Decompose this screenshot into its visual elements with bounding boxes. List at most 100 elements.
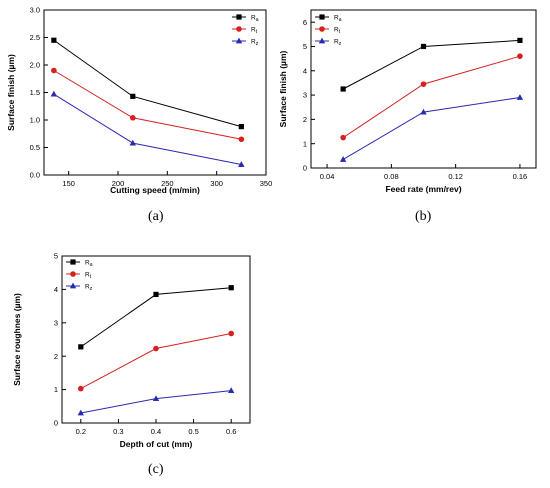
y-tick-label: 0.0 bbox=[30, 171, 40, 180]
legend-marker bbox=[236, 14, 242, 20]
y-tick-label: 3 bbox=[54, 318, 58, 327]
series-line-rz bbox=[53, 93, 242, 166]
data-point-rz bbox=[420, 108, 427, 115]
chart-a-svg: 150 200 250 300 350 0.0 0.5 1.0 1.5 2.0 2.5 3.0 Cutt… bbox=[6, 6, 273, 195]
data-point-rz bbox=[152, 395, 160, 402]
y-tick-label: 0 bbox=[54, 419, 58, 428]
series-line-rz bbox=[80, 390, 232, 414]
y-axis-label: Surface roughnes (µm) bbox=[12, 293, 22, 386]
y-tick-label: 0 bbox=[303, 164, 307, 173]
legend-label: Rz bbox=[334, 39, 342, 48]
series-line-rt bbox=[80, 332, 232, 390]
x-axis-label: Feed rate (mm/rev) bbox=[385, 184, 461, 194]
y-axis-label: Surface finish (µm) bbox=[278, 50, 288, 127]
legend-marker bbox=[319, 26, 325, 32]
legend-marker bbox=[70, 259, 76, 265]
chart-panel-a: 150 200 250 300 350 0.0 0.5 1.0 1.5 2.0 2.5 3.0 Cutt… bbox=[0, 0, 275, 240]
data-point-rt bbox=[420, 81, 427, 87]
y-tick-label: 3 bbox=[303, 91, 307, 100]
legend-marker bbox=[318, 37, 326, 44]
data-point-rz bbox=[129, 139, 136, 146]
legend-label: Rt bbox=[334, 27, 341, 36]
data-point-rz bbox=[238, 161, 245, 167]
data-point-rt bbox=[228, 330, 234, 337]
data-point-ra bbox=[340, 86, 346, 92]
data-point-ra bbox=[517, 37, 523, 43]
chart-panel-b: 0.04 0.08 0.12 0.16 0 1 2 3 4 5 6 Feed rate (mm/rev… bbox=[275, 0, 550, 240]
panel-label-b: (b) bbox=[415, 209, 432, 224]
x-tick-label: 150 bbox=[62, 179, 75, 188]
x-tick-label: 0.5 bbox=[188, 427, 198, 436]
data-point-rt bbox=[153, 345, 159, 352]
data-point-rz bbox=[50, 90, 58, 97]
x-tick-label: 0.3 bbox=[113, 427, 123, 436]
data-point-rt bbox=[517, 53, 523, 59]
data-point-ra bbox=[130, 93, 136, 99]
series-line-ra bbox=[53, 39, 242, 128]
y-tick-label: 2 bbox=[54, 352, 58, 361]
data-point-ra bbox=[228, 285, 234, 291]
x-tick-label: 0.04 bbox=[320, 172, 335, 181]
series-line-rt bbox=[53, 70, 242, 140]
y-tick-label: 3.0 bbox=[30, 6, 40, 15]
y-tick-label: 6 bbox=[303, 18, 307, 27]
data-point-ra bbox=[153, 291, 159, 298]
data-point-rt bbox=[130, 115, 136, 121]
legend: Ra Rt Rz bbox=[232, 14, 259, 47]
x-tick-label: 300 bbox=[210, 179, 223, 188]
y-tick-label: 1 bbox=[303, 139, 307, 148]
legend-label: Rz bbox=[85, 284, 93, 293]
chart-b-svg: 0.04 0.08 0.12 0.16 0 1 2 3 4 5 6 Feed rate (mm/rev… bbox=[278, 9, 537, 194]
x-tick-label: 0.2 bbox=[76, 427, 86, 436]
x-tick-label: 0.16 bbox=[513, 172, 528, 181]
panel-label-a: (a) bbox=[148, 209, 164, 224]
y-tick-label: 2 bbox=[303, 115, 307, 124]
x-tick-label: 0.6 bbox=[226, 427, 236, 436]
legend-marker bbox=[70, 271, 76, 277]
data-point-ra bbox=[78, 344, 84, 350]
data-point-rt bbox=[78, 385, 84, 392]
y-tick-label: 1.5 bbox=[30, 88, 40, 97]
x-tick-label: 200 bbox=[112, 179, 125, 188]
legend-label: Rz bbox=[251, 39, 259, 48]
x-tick-label: 250 bbox=[161, 179, 174, 188]
x-axis-label: Cutting speed (m/min) bbox=[110, 185, 200, 195]
data-point-ra bbox=[238, 124, 244, 130]
data-point-rt bbox=[238, 136, 245, 143]
y-tick-label: 4 bbox=[54, 285, 58, 294]
series-line-rz bbox=[342, 97, 521, 160]
data-point-rz bbox=[339, 156, 347, 162]
legend-label: Ra bbox=[251, 15, 259, 24]
y-tick-label: 4 bbox=[303, 66, 307, 75]
y-tick-label: 5 bbox=[54, 252, 58, 261]
x-tick-label: 0.4 bbox=[151, 427, 161, 436]
panel-label-c: (c) bbox=[148, 462, 164, 477]
y-axis-label: Surface finish (µm) bbox=[6, 54, 16, 131]
legend-label: Rt bbox=[85, 272, 92, 281]
y-tick-label: 5 bbox=[303, 42, 307, 51]
x-tick-label: 0.12 bbox=[448, 172, 463, 181]
legend-label: Ra bbox=[85, 260, 93, 269]
y-tick-label: 1 bbox=[54, 385, 58, 394]
x-axis-label: Depth of cut (mm) bbox=[120, 439, 193, 449]
data-point-rz bbox=[77, 409, 84, 416]
legend: Ra Rt Rz bbox=[315, 14, 342, 47]
legend-marker bbox=[69, 282, 77, 289]
legend-label: Ra bbox=[334, 15, 342, 24]
y-tick-label: 1.0 bbox=[30, 116, 40, 125]
y-tick-label: 2.5 bbox=[30, 33, 40, 42]
chart-panel-c: 0.2 0.3 0.4 0.5 0.6 0 1 2 3 4 5 Depth of cut (mm) Su… bbox=[0, 240, 275, 488]
legend: Ra Rt Rz bbox=[66, 259, 93, 292]
data-point-rz bbox=[516, 94, 524, 100]
data-point-ra bbox=[51, 37, 57, 43]
x-tick-label: 350 bbox=[260, 179, 273, 188]
y-tick-label: 2.0 bbox=[30, 61, 40, 70]
y-tick-label: 0.5 bbox=[30, 143, 40, 152]
plot-frame bbox=[43, 9, 267, 176]
chart-c-svg: 0.2 0.3 0.4 0.5 0.6 0 1 2 3 4 5 Depth of cut (mm) Su… bbox=[12, 252, 251, 449]
legend-marker bbox=[319, 14, 325, 20]
data-point-rz bbox=[228, 387, 235, 394]
plot-frame bbox=[310, 9, 537, 169]
legend-marker bbox=[235, 37, 243, 44]
data-point-rt bbox=[340, 134, 346, 141]
